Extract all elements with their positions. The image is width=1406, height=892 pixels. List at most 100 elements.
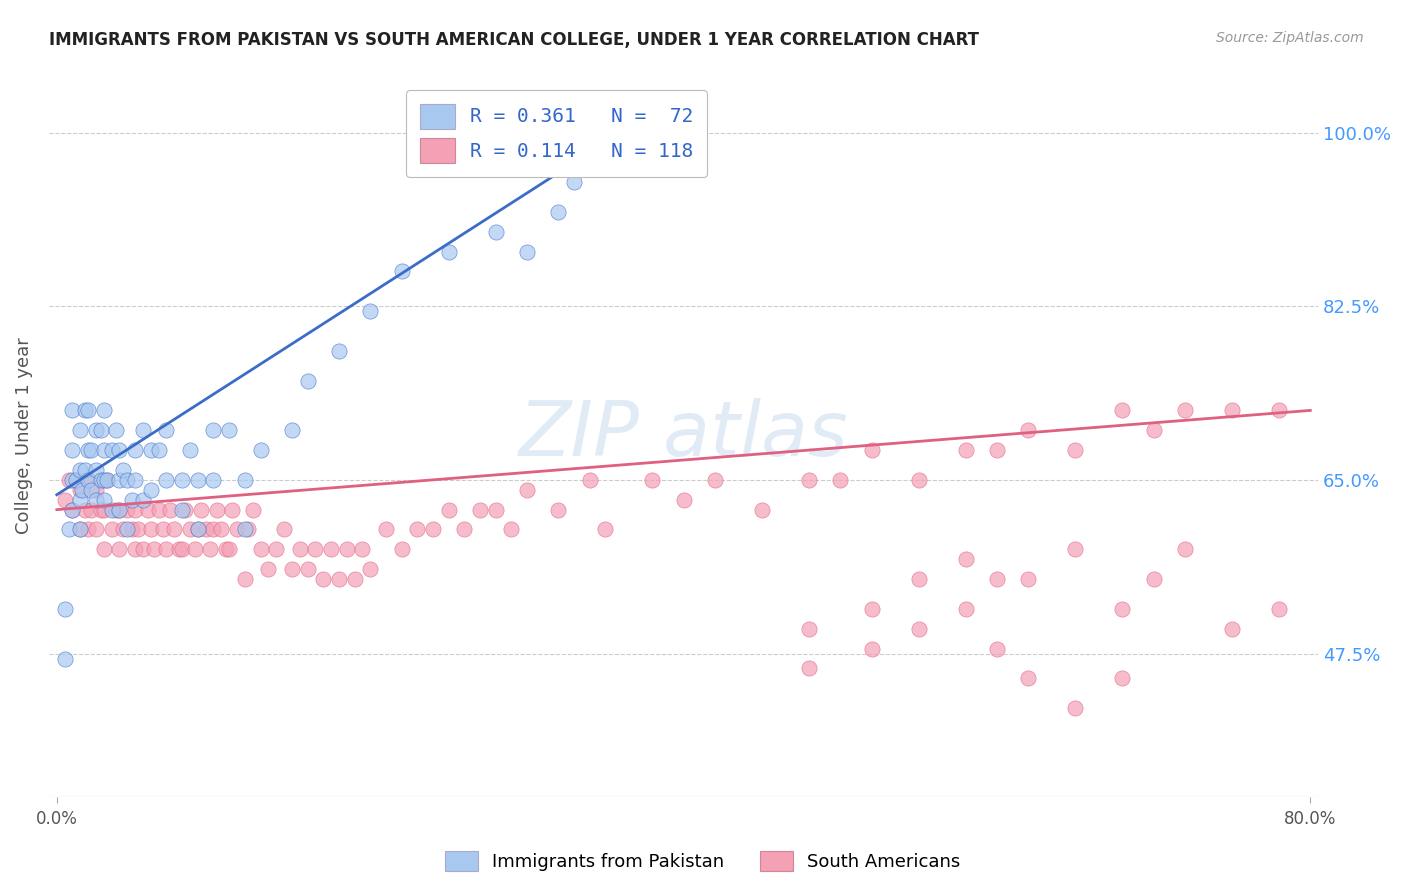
Point <box>69 523 91 537</box>
Point <box>136 502 159 516</box>
Legend: R = 0.361   N =  72, R = 0.114   N = 118: R = 0.361 N = 72, R = 0.114 N = 118 <box>406 90 707 177</box>
Legend: Immigrants from Pakistan, South Americans: Immigrants from Pakistan, South American… <box>439 844 967 879</box>
Point <box>1017 572 1039 586</box>
Point <box>100 502 122 516</box>
Point <box>179 523 201 537</box>
Point <box>155 423 177 437</box>
Point <box>205 502 228 516</box>
Point <box>65 473 87 487</box>
Point <box>359 304 381 318</box>
Point <box>96 473 118 487</box>
Point <box>69 463 91 477</box>
Point <box>226 523 249 537</box>
Point <box>1220 403 1243 417</box>
Point <box>155 473 177 487</box>
Point <box>1268 602 1291 616</box>
Point <box>73 502 96 516</box>
Point <box>172 502 194 516</box>
Point <box>281 423 304 437</box>
Point <box>62 502 84 516</box>
Point <box>257 562 280 576</box>
Point <box>187 523 209 537</box>
Point <box>547 205 569 219</box>
Point <box>174 502 197 516</box>
Point <box>62 403 84 417</box>
Text: ZIP atlas: ZIP atlas <box>519 398 848 472</box>
Point <box>108 542 131 557</box>
Point <box>547 502 569 516</box>
Point <box>391 264 413 278</box>
Point <box>132 542 155 557</box>
Point <box>1174 403 1197 417</box>
Point <box>200 542 222 557</box>
Point <box>152 523 174 537</box>
Point <box>77 473 100 487</box>
Point <box>955 602 977 616</box>
Point <box>117 502 139 516</box>
Point <box>69 483 91 497</box>
Point <box>218 423 240 437</box>
Point <box>593 155 616 169</box>
Point <box>288 542 311 557</box>
Point <box>84 523 107 537</box>
Point <box>69 523 91 537</box>
Point <box>148 443 170 458</box>
Point <box>391 542 413 557</box>
Point <box>139 443 162 458</box>
Point <box>77 523 100 537</box>
Point <box>124 502 146 516</box>
Point <box>202 523 225 537</box>
Point <box>172 473 194 487</box>
Point <box>80 483 103 497</box>
Point <box>359 562 381 576</box>
Point <box>986 641 1008 656</box>
Point <box>1142 423 1164 437</box>
Point <box>155 542 177 557</box>
Point <box>1017 671 1039 685</box>
Point <box>352 542 374 557</box>
Point <box>593 523 616 537</box>
Point <box>374 523 396 537</box>
Point <box>319 542 342 557</box>
Point <box>233 473 256 487</box>
Point <box>264 542 287 557</box>
Text: Source: ZipAtlas.com: Source: ZipAtlas.com <box>1216 31 1364 45</box>
Point <box>121 523 143 537</box>
Point <box>65 473 87 487</box>
Point <box>124 473 146 487</box>
Point <box>1111 671 1133 685</box>
Point <box>159 502 181 516</box>
Point <box>132 492 155 507</box>
Point <box>190 502 212 516</box>
Point <box>1064 443 1087 458</box>
Point <box>93 403 115 417</box>
Point <box>96 473 118 487</box>
Point <box>62 502 84 516</box>
Point <box>69 423 91 437</box>
Point <box>562 175 585 189</box>
Point <box>121 492 143 507</box>
Point <box>167 542 190 557</box>
Point <box>80 502 103 516</box>
Point <box>1174 542 1197 557</box>
Point <box>62 443 84 458</box>
Point <box>703 473 725 487</box>
Point <box>1111 403 1133 417</box>
Point <box>751 502 773 516</box>
Point <box>202 423 225 437</box>
Point <box>77 473 100 487</box>
Point <box>236 523 259 537</box>
Point <box>860 443 883 458</box>
Point <box>437 244 460 259</box>
Point <box>907 572 929 586</box>
Point <box>111 523 134 537</box>
Text: IMMIGRANTS FROM PAKISTAN VS SOUTH AMERICAN COLLEGE, UNDER 1 YEAR CORRELATION CHA: IMMIGRANTS FROM PAKISTAN VS SOUTH AMERIC… <box>49 31 979 49</box>
Point <box>124 443 146 458</box>
Point <box>100 523 122 537</box>
Point <box>437 502 460 516</box>
Point <box>202 473 225 487</box>
Point <box>233 572 256 586</box>
Point <box>221 502 243 516</box>
Point <box>90 423 112 437</box>
Point <box>111 463 134 477</box>
